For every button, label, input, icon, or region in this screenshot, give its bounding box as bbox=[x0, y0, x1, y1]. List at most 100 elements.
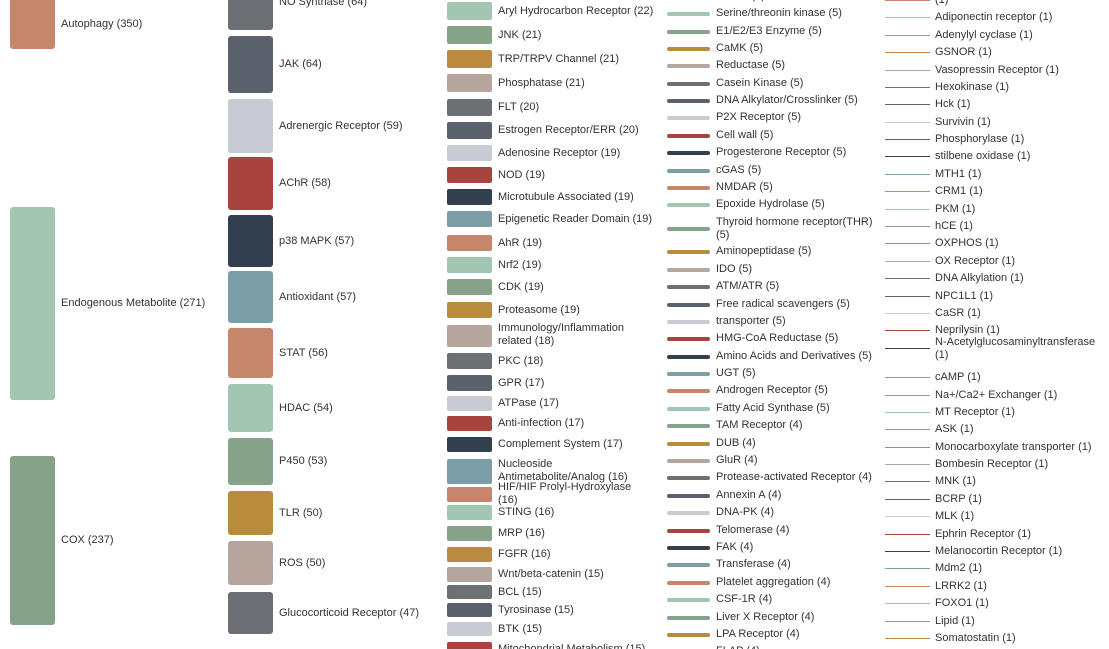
level-4-line bbox=[667, 64, 710, 68]
level-4-line bbox=[667, 12, 710, 16]
level-2-block bbox=[228, 384, 273, 432]
level-5-label: Phosphorylase (1) bbox=[935, 133, 1025, 145]
level-4-line bbox=[667, 303, 710, 307]
level-2-label: JAK (64) bbox=[279, 58, 322, 70]
level-5-label: CaSR (1) bbox=[935, 307, 981, 319]
level-5-label: Na+/Ca2+ Exchanger (1) bbox=[935, 389, 1058, 401]
level-4-label: LPA Receptor (4) bbox=[716, 628, 800, 640]
level-4-label: Serine/threonin kinase (5) bbox=[716, 7, 842, 19]
level-3-label: Estrogen Receptor/ERR (20) bbox=[498, 124, 639, 136]
level-3-label: Immunology/Inflammation related (18) bbox=[498, 322, 624, 347]
level-3-swatch bbox=[447, 375, 492, 391]
level-2-label: P450 (53) bbox=[279, 455, 328, 467]
level-4-label: FLAP (4) bbox=[716, 645, 760, 649]
level-5-label: Hck (1) bbox=[935, 98, 971, 110]
level-5-label: Mdm2 (1) bbox=[935, 562, 983, 574]
level-3-swatch bbox=[447, 2, 492, 20]
level-4-label: Free radical scavengers (5) bbox=[716, 298, 850, 310]
level-5-line bbox=[885, 621, 930, 622]
level-3-label: Aryl Hydrocarbon Receptor (22) bbox=[498, 4, 654, 17]
level-3-label: Mitochondrial Metabolism (15) bbox=[498, 642, 646, 649]
level-3-label: STING (16) bbox=[498, 506, 555, 518]
level-4-line bbox=[667, 372, 710, 376]
level-4-line bbox=[667, 459, 710, 463]
level-4-line bbox=[667, 546, 710, 550]
level-4-label: Casein Kinase (5) bbox=[716, 77, 804, 89]
level-5-label: OX Receptor (1) bbox=[935, 255, 1016, 267]
level-4-label: NMDAR (5) bbox=[716, 181, 773, 193]
level-5-label: Monocarboxylate transporter (1) bbox=[935, 441, 1092, 453]
level-3-swatch bbox=[447, 50, 492, 68]
level-4-line bbox=[667, 616, 710, 620]
level-2-block bbox=[228, 592, 273, 634]
level-5-line bbox=[885, 174, 930, 175]
level-3-label: PKC (18) bbox=[498, 354, 544, 367]
level-2-label: ROS (50) bbox=[279, 556, 326, 569]
level-3-label: Phosphatase (21) bbox=[498, 76, 585, 89]
level-5-line bbox=[885, 261, 930, 262]
level-2-block bbox=[228, 491, 273, 535]
level-5-line bbox=[885, 412, 930, 413]
level-5-line bbox=[885, 516, 930, 517]
level-5-label: PKM (1) bbox=[935, 203, 976, 215]
level-5-line bbox=[885, 104, 930, 105]
level-3-label: FGFR (16) bbox=[498, 548, 551, 560]
level-5-line bbox=[885, 17, 930, 18]
level-4-label: Liver X Receptor (4) bbox=[716, 611, 815, 623]
level-5-label: (1) bbox=[935, 0, 949, 6]
level-1-block bbox=[10, 207, 55, 400]
level-4-label: DNA Alkylator/Crosslinker (5) bbox=[716, 94, 858, 106]
level-5-label: DNA Alkylation (1) bbox=[935, 272, 1024, 284]
level-5-label: NPC1L1 (1) bbox=[935, 290, 994, 302]
level-5-line bbox=[885, 156, 930, 157]
level-3-swatch bbox=[447, 642, 492, 649]
level-3-swatch bbox=[447, 302, 492, 318]
level-5-line bbox=[885, 122, 930, 123]
level-3-label: CDK (19) bbox=[498, 280, 544, 293]
level-5-label: CRM1 (1) bbox=[935, 185, 983, 197]
level-4-label: transporter (5) bbox=[716, 315, 786, 327]
level-5-label: OXPHOS (1) bbox=[935, 237, 999, 249]
level-1-block bbox=[10, 0, 55, 49]
level-4-label: ATM/ATR (5) bbox=[716, 280, 780, 292]
level-4-line bbox=[667, 511, 710, 515]
level-4-label: Cell wall (5) bbox=[716, 129, 774, 141]
level-4-line bbox=[667, 82, 710, 86]
level-2-label: HDAC (54) bbox=[279, 401, 333, 414]
level-3-label: Adenosine Receptor (19) bbox=[498, 146, 621, 159]
level-5-label: Vasopressin Receptor (1) bbox=[935, 64, 1059, 76]
level-5-line bbox=[885, 534, 930, 535]
level-4-line bbox=[667, 227, 710, 231]
level-4-line bbox=[667, 47, 710, 51]
level-5-line bbox=[885, 568, 930, 569]
level-4-line bbox=[667, 389, 710, 393]
level-3-swatch bbox=[447, 145, 492, 161]
level-4-label: GluR (4) bbox=[716, 454, 758, 466]
level-3-label: HIF/HIF Prolyl-Hydroxylase (16) bbox=[498, 480, 632, 506]
level-4-line bbox=[667, 581, 710, 585]
level-3-swatch bbox=[447, 487, 492, 502]
level-5-label: cAMP (1) bbox=[935, 371, 981, 383]
level-4-line bbox=[667, 30, 710, 34]
level-2-block bbox=[228, 541, 273, 585]
level-3-swatch bbox=[447, 567, 492, 582]
level-3-swatch bbox=[447, 396, 492, 411]
level-5-label: MNK (1) bbox=[935, 475, 976, 487]
level-3-swatch bbox=[447, 122, 492, 139]
level-5-line bbox=[885, 377, 930, 378]
level-4-line bbox=[667, 442, 710, 446]
level-3-label: ATPase (17) bbox=[498, 397, 559, 409]
level-5-label: Survivin (1) bbox=[935, 116, 991, 128]
level-2-label: Antioxidant (57) bbox=[279, 290, 357, 303]
level-3-label: Microtubule Associated (19) bbox=[498, 190, 634, 203]
level-4-line bbox=[667, 151, 710, 155]
level-4-line bbox=[667, 186, 710, 190]
level-3-label: JNK (21) bbox=[498, 28, 542, 41]
level-4-label: TAM Receptor (4) bbox=[716, 419, 803, 431]
level-3-label: AhR (19) bbox=[498, 236, 543, 249]
level-4-line bbox=[667, 494, 710, 498]
level-2-label: AChR (58) bbox=[279, 177, 331, 189]
level-3-swatch bbox=[447, 622, 492, 636]
level-4-line bbox=[667, 268, 710, 272]
level-3-swatch bbox=[447, 235, 492, 251]
